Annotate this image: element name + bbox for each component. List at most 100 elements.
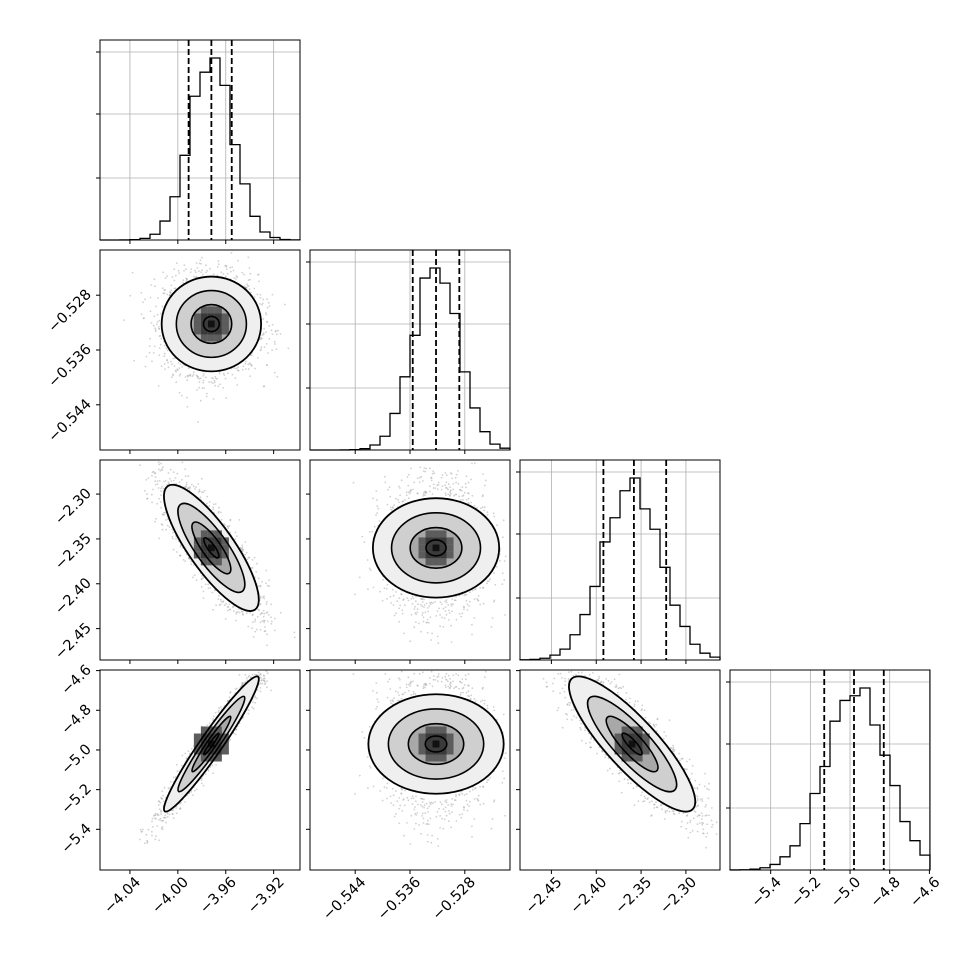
scatter-point — [157, 461, 160, 463]
density-cell-1-0 — [214, 320, 222, 328]
scatter-point — [232, 606, 235, 609]
scatter-point — [166, 524, 169, 527]
scatter-point — [416, 492, 419, 494]
scatter-point — [375, 490, 378, 492]
scatter-point — [212, 398, 215, 400]
scatter-point — [218, 604, 221, 606]
scatter-point — [185, 483, 188, 486]
scatter-point — [421, 601, 424, 603]
scatter-point — [146, 839, 148, 842]
scatter-point — [228, 696, 231, 699]
scatter-point — [235, 619, 237, 622]
scatter-point — [182, 281, 184, 284]
scatter-point — [211, 591, 214, 594]
scatter-point — [227, 527, 230, 529]
scatter-point — [438, 607, 440, 610]
scatter-point — [205, 502, 208, 505]
scatter-point — [437, 483, 440, 486]
scatter-point — [420, 630, 422, 633]
scatter-point — [216, 377, 218, 380]
scatter-point — [250, 364, 253, 367]
scatter-point — [212, 382, 214, 384]
scatter-point — [249, 291, 252, 294]
scatter-point — [426, 618, 429, 621]
scatter-point — [368, 567, 371, 570]
scatter-point — [151, 474, 153, 477]
scatter-point — [431, 632, 433, 635]
scatter-point — [203, 489, 206, 492]
scatter-point — [403, 632, 405, 635]
scatter-point — [158, 328, 161, 330]
scatter-point — [182, 558, 185, 561]
scatter-point — [477, 595, 480, 597]
scatter-point — [158, 537, 161, 540]
scatter-point — [267, 301, 270, 304]
scatter-point — [226, 606, 229, 608]
density-cell-1-0 — [200, 334, 208, 342]
scatter-point — [431, 493, 434, 495]
scatter-point — [131, 271, 134, 274]
scatter-point — [407, 473, 410, 476]
scatter-point — [263, 621, 265, 624]
scatter-point — [170, 360, 172, 363]
scatter-point — [266, 644, 268, 647]
scatter-point — [250, 354, 253, 356]
scatter-point — [226, 272, 229, 275]
scatter-point — [161, 513, 164, 516]
scatter-point — [151, 471, 154, 474]
density-cell-1-0 — [221, 327, 229, 335]
scatter-point — [249, 375, 252, 378]
scatter-point — [206, 392, 208, 395]
scatter-point — [251, 567, 254, 569]
scatter-point — [158, 479, 161, 482]
scatter-point — [444, 606, 447, 608]
scatter-point — [470, 501, 473, 504]
scatter-point — [445, 601, 448, 604]
scatter-point — [432, 487, 435, 489]
scatter-point — [148, 345, 151, 347]
scatter-point — [163, 363, 166, 365]
scatter-point — [279, 333, 282, 335]
scatter-point — [377, 507, 380, 510]
scatter-point — [195, 374, 198, 377]
scatter-point — [424, 490, 427, 493]
scatter-point — [235, 535, 238, 538]
scatter-point — [238, 611, 241, 614]
scatter-point — [486, 580, 489, 583]
scatter-point — [261, 581, 263, 583]
scatter-point — [425, 602, 428, 605]
scatter-point — [151, 360, 153, 363]
scatter-point — [273, 629, 276, 632]
scatter-point — [218, 506, 220, 509]
scatter-point — [270, 620, 273, 623]
density-cell-2-0 — [207, 537, 215, 545]
scatter-point — [212, 377, 214, 380]
scatter-point — [176, 369, 179, 372]
scatter-point — [275, 333, 278, 336]
scatter-point — [405, 494, 408, 496]
scatter-point — [167, 472, 170, 474]
scatter-point — [158, 319, 160, 322]
scatter-point — [449, 494, 451, 497]
scatter-point — [201, 269, 203, 271]
scatter-point — [265, 582, 267, 585]
scatter-point — [163, 344, 166, 347]
hist-frame-3 — [729, 669, 931, 871]
scatter-point — [266, 584, 269, 587]
scatter-point — [444, 494, 447, 496]
scatter-point — [415, 613, 418, 616]
scatter-point — [190, 563, 193, 566]
scatter-point — [397, 485, 400, 488]
scatter-point — [450, 473, 453, 475]
scatter-point — [388, 486, 391, 489]
scatter-point — [219, 511, 222, 514]
scatter-point — [276, 375, 279, 378]
scatter-point — [432, 602, 434, 604]
scatter-point — [169, 292, 172, 294]
scatter-point — [146, 497, 149, 500]
scatter-point — [166, 359, 168, 362]
scatter-point — [259, 585, 262, 588]
scatter-point — [266, 633, 268, 636]
scatter-point — [161, 287, 164, 290]
scatter-point — [263, 595, 265, 598]
